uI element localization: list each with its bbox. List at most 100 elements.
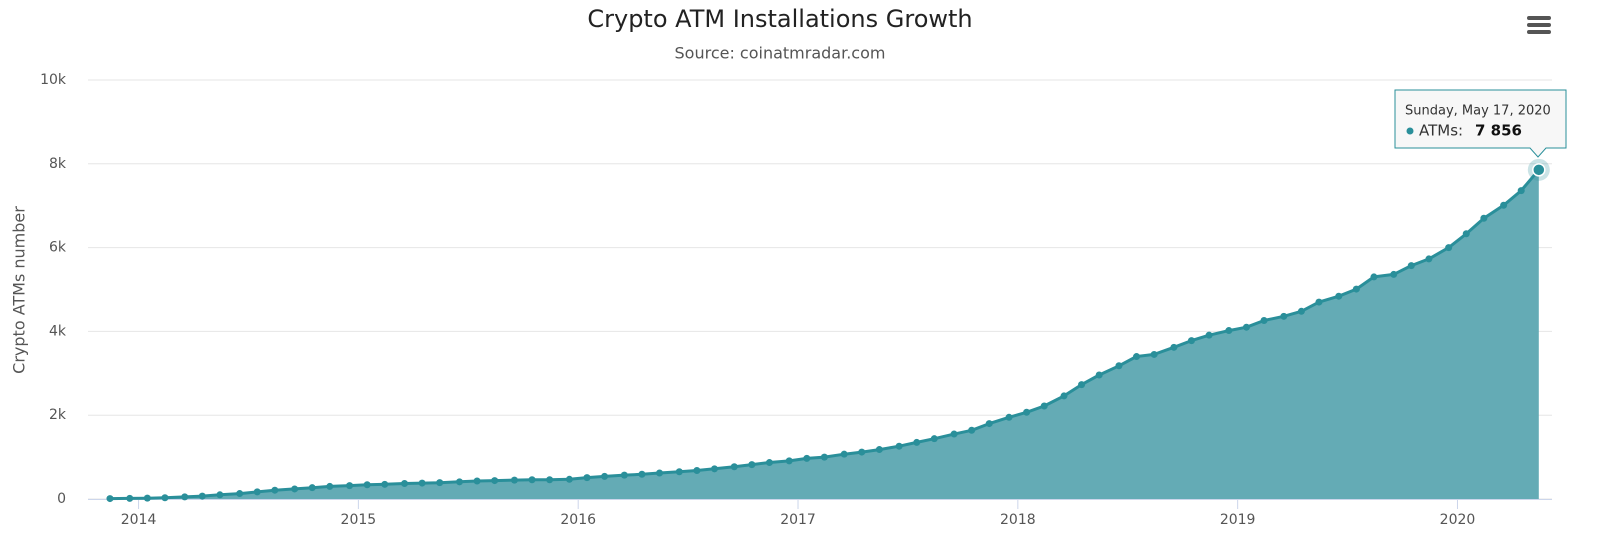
point — [418, 479, 426, 487]
tooltip-dot — [1406, 127, 1414, 135]
point — [181, 493, 189, 501]
point — [510, 476, 518, 484]
tooltip-title: Sunday, May 17, 2020 — [1405, 104, 1551, 119]
point — [1390, 270, 1398, 278]
point — [1023, 408, 1031, 416]
x-tick-label: 2020 — [1440, 512, 1476, 528]
point — [730, 463, 738, 471]
point — [803, 454, 811, 462]
tooltip-value: 7 856 — [1475, 122, 1522, 140]
point — [455, 478, 463, 486]
point — [620, 471, 628, 479]
point — [473, 477, 481, 485]
point — [1150, 350, 1158, 358]
point — [1225, 327, 1233, 335]
point — [1133, 353, 1141, 361]
point — [1115, 362, 1123, 370]
x-tick-label: 2015 — [341, 512, 377, 528]
point — [1425, 255, 1433, 263]
point — [968, 426, 976, 434]
point — [985, 420, 993, 428]
point — [1170, 343, 1178, 351]
point — [675, 468, 683, 476]
point — [710, 465, 718, 473]
y-tick-label: 6k — [49, 240, 67, 256]
tooltip: Sunday, May 17, 2020 ATMs: 7 856 — [1394, 89, 1567, 158]
point — [1352, 285, 1360, 293]
point — [748, 461, 756, 469]
point — [1407, 262, 1415, 270]
point — [1242, 323, 1250, 331]
point — [161, 494, 169, 502]
point — [1500, 201, 1508, 209]
menu-bar — [1527, 23, 1551, 27]
point — [291, 485, 299, 493]
point — [401, 479, 409, 487]
point — [1297, 307, 1305, 315]
point — [638, 470, 646, 478]
point — [895, 442, 903, 450]
point — [930, 435, 938, 443]
point — [1187, 337, 1195, 345]
plot: 0 2k 4k 6k 8k 10k 2014 2015 2016 2017 2018 2019 2020 — [40, 72, 1552, 528]
point — [1040, 402, 1048, 410]
chart-subtitle: Source: coinatmradar.com — [675, 44, 886, 63]
point — [1095, 371, 1103, 379]
point — [1480, 214, 1488, 222]
point — [236, 490, 244, 498]
point — [950, 430, 958, 438]
point — [106, 495, 114, 503]
point — [1060, 392, 1068, 400]
point — [565, 475, 573, 483]
point — [820, 453, 828, 461]
point — [913, 438, 921, 446]
point — [601, 472, 609, 480]
point — [143, 494, 151, 502]
point — [528, 476, 536, 484]
point — [1078, 381, 1086, 389]
y-axis-title: Crypto ATMs number — [10, 206, 29, 374]
x-tick-label: 2018 — [1000, 512, 1036, 528]
x-tick-label: 2016 — [560, 512, 596, 528]
x-tick-label: 2017 — [780, 512, 816, 528]
point — [363, 481, 371, 489]
point — [546, 476, 554, 484]
point — [381, 480, 389, 488]
x-tick-label: 2014 — [121, 512, 157, 528]
point — [785, 457, 793, 465]
point — [346, 482, 354, 490]
point — [583, 474, 591, 482]
y-tick-label: 8k — [49, 156, 67, 172]
point — [198, 492, 206, 500]
point — [858, 448, 866, 456]
point — [436, 479, 444, 487]
point — [1260, 317, 1268, 325]
point — [1005, 413, 1013, 421]
point — [1517, 187, 1525, 195]
tooltip-label: ATMs: — [1419, 122, 1463, 140]
point — [765, 459, 773, 467]
chart-title: Crypto ATM Installations Growth — [587, 5, 972, 33]
y-tick-label: 0 — [57, 491, 66, 507]
menu-bar — [1527, 30, 1551, 34]
point — [491, 477, 499, 485]
point — [1532, 163, 1546, 177]
point — [1462, 230, 1470, 238]
tooltip-box — [1394, 89, 1567, 158]
point — [253, 488, 261, 496]
point — [1335, 292, 1343, 300]
point — [1445, 244, 1453, 252]
area — [110, 169, 1539, 500]
point — [875, 446, 883, 454]
point — [216, 491, 224, 499]
menu-button[interactable] — [1522, 8, 1556, 42]
point — [693, 467, 701, 475]
menu-bar — [1527, 16, 1551, 20]
point — [1315, 298, 1323, 306]
point — [1205, 331, 1213, 339]
point — [271, 486, 279, 494]
x-tick-label: 2019 — [1220, 512, 1256, 528]
point — [126, 494, 134, 502]
